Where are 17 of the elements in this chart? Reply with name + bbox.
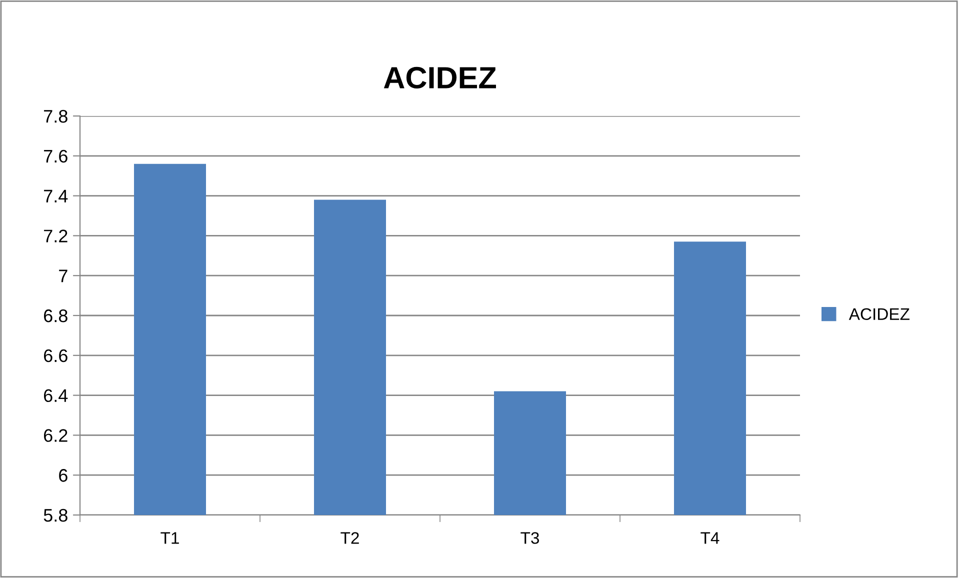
y-tick-label: 7.2 xyxy=(44,230,68,242)
x-tick-label: T1 xyxy=(160,532,179,544)
y-tick-label: 6.8 xyxy=(44,309,68,322)
legend-label: ACIDEZ xyxy=(848,308,910,320)
y-tick-label: 7.4 xyxy=(44,190,68,202)
y-tick-label: 6.4 xyxy=(44,389,68,402)
y-tick-label: 7.8 xyxy=(44,110,68,123)
y-tick-label: 6.2 xyxy=(44,429,68,442)
chart-title: ACIDEZ xyxy=(384,66,496,89)
y-tick-label: 6.6 xyxy=(44,349,68,362)
x-tick-label: T3 xyxy=(520,532,539,544)
x-tick-label: T4 xyxy=(700,532,720,544)
y-tick-label: 5.8 xyxy=(44,508,68,522)
x-tick-label: T2 xyxy=(340,532,359,544)
y-tick-label: 7 xyxy=(59,270,68,282)
y-tick-label: 6 xyxy=(59,469,68,482)
y-tick-label: 7.6 xyxy=(44,150,68,163)
